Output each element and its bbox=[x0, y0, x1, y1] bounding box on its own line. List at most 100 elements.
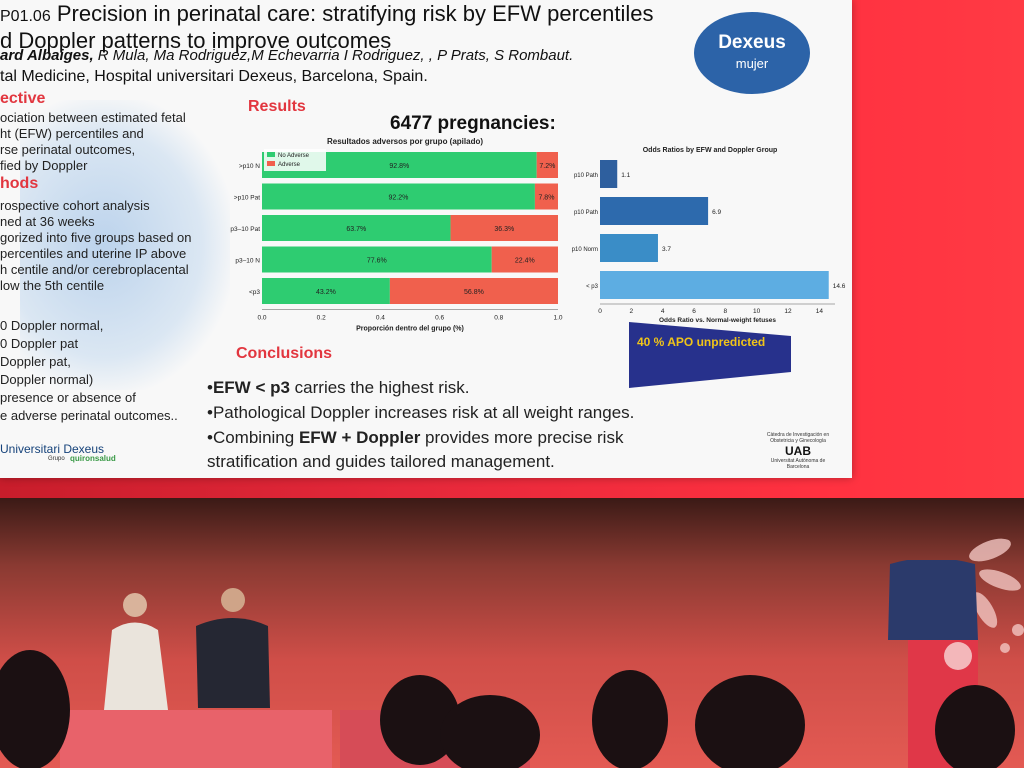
dexeus-logo: Dexeus mujer bbox=[694, 12, 810, 94]
chart2-data-label: 3.7 bbox=[662, 246, 671, 253]
objective-line: ociation between estimated fetal bbox=[0, 110, 186, 125]
conclusion-4: stratification and guides tailored manag… bbox=[207, 452, 555, 471]
chart1-legend-box bbox=[264, 149, 326, 171]
chart1-tick-label: 1.0 bbox=[553, 315, 562, 322]
chart1-bar-adverse bbox=[536, 152, 558, 178]
footer-group: Grupo bbox=[48, 456, 65, 462]
chart2-bar bbox=[600, 197, 709, 225]
chart2-tick-label: 6 bbox=[692, 308, 696, 315]
chart1-tick-label: 0.6 bbox=[435, 315, 444, 322]
chart1-category-label: >p10 Pat bbox=[234, 195, 260, 202]
uab-top-text: Càtedra de Investigación en Obstetricia … bbox=[766, 432, 830, 444]
conclusion-3-bold: EFW + Doppler bbox=[298, 428, 421, 447]
lead-author: ard Albaiges, bbox=[0, 47, 94, 64]
chart1-bar-no-adverse bbox=[262, 183, 535, 210]
audience-and-stage bbox=[0, 560, 1015, 768]
title-line-1: Precision in perinatal care: stratifying… bbox=[56, 1, 654, 26]
flower-pattern bbox=[969, 538, 1024, 653]
conclusion-2-text: Pathological Doppler increases risk at a… bbox=[212, 403, 635, 422]
title-line-2: d Doppler patterns to improve outcomes bbox=[0, 28, 392, 53]
chart2-tick-label: 2 bbox=[630, 308, 634, 315]
chart1-bar-no-adverse bbox=[262, 215, 451, 241]
methods-line: ned at 36 weeks bbox=[0, 214, 95, 229]
odds-ratio-chart: Odds Ratios by EFW and Doppler Group 1.1 p… bbox=[572, 147, 846, 324]
group-line: 0 Doppler pat bbox=[0, 336, 79, 351]
methods-line: h centile and/or cerebroplacental bbox=[0, 262, 189, 277]
authors: ard Albaiges, R Mula, Ma Rodriguez,M Ech… bbox=[0, 47, 573, 64]
chart2-bar bbox=[600, 234, 658, 262]
conclusion-1-text: carries the highest risk. bbox=[289, 378, 470, 397]
chart1-data-label: 7.2% bbox=[539, 163, 555, 170]
chart1-bar-no-adverse bbox=[262, 246, 492, 273]
conclusion-2: •Pathological Doppler increases risk at … bbox=[207, 403, 635, 422]
chart1-x-label: Proporción dentro del grupo (%) bbox=[356, 326, 464, 333]
chart2-tick-label: 0 bbox=[598, 308, 602, 315]
chart2-data-label: 1.1 bbox=[621, 172, 630, 179]
chart2-tick-label: 4 bbox=[661, 308, 665, 315]
chart1-bar-adverse bbox=[491, 246, 558, 273]
chart1-bar-adverse bbox=[450, 215, 558, 241]
apo-banner-text: 40 % APO unpredicted bbox=[637, 335, 765, 349]
chart1-category-label: p3–10 N bbox=[235, 258, 260, 265]
audience-heads bbox=[0, 650, 1015, 768]
moderator-woman bbox=[104, 593, 168, 710]
objective-line: rse perinatal outcomes, bbox=[0, 142, 136, 157]
chart1-data-label: 36.3% bbox=[494, 226, 514, 233]
group-line: e adverse perinatal outcomes.. bbox=[0, 408, 178, 423]
chart2-title: Odds Ratios by EFW and Doppler Group bbox=[643, 147, 778, 154]
methods-line: rospective cohort analysis bbox=[0, 198, 150, 213]
chart1-data-label: 7.8% bbox=[538, 195, 554, 202]
moderator-man bbox=[196, 588, 270, 708]
objective-line: fied by Doppler bbox=[0, 158, 88, 173]
objective-line: ht (EFW) percentiles and bbox=[0, 126, 144, 141]
chart1-legend-label: No Adverse bbox=[278, 153, 310, 159]
chart2-category-label: p10 Path bbox=[574, 210, 598, 216]
chart2-category-label: < p3 bbox=[586, 284, 599, 290]
uab-mark: UAB bbox=[785, 444, 811, 458]
chart1-data-label: 56.8% bbox=[464, 289, 484, 296]
chart2-data-label: 6.9 bbox=[712, 209, 721, 216]
group-line: presence or absence of bbox=[0, 390, 136, 405]
chart2-category-label: p10 Norm bbox=[572, 247, 598, 253]
chart1-legend-swatch bbox=[267, 161, 275, 166]
apo-banner: 40 % APO unpredicted bbox=[629, 322, 791, 388]
chart1-bar-adverse bbox=[389, 278, 558, 304]
uab-bottom-text: Universitat Autònoma de Barcelona bbox=[770, 458, 826, 470]
chart1-data-label: 92.2% bbox=[389, 195, 409, 202]
chart2-bar bbox=[600, 271, 829, 299]
conclusion-1: •EFW < p3 carries the highest risk. bbox=[207, 378, 470, 397]
footer-org: Universitari Dexeus bbox=[0, 442, 105, 456]
stage-front-left bbox=[60, 710, 332, 768]
projection-screen: P01.06 Precision in perinatal care: stra… bbox=[0, 0, 852, 478]
podium-emblem bbox=[944, 642, 972, 670]
chart1-title: Resultados adversos por grupo (apilado) bbox=[327, 137, 483, 146]
conclusion-1-bold: EFW < p3 bbox=[212, 378, 290, 397]
speaker-man bbox=[888, 560, 978, 640]
chart2-tick-label: 10 bbox=[753, 308, 761, 315]
conclusion-3-pre: Combining bbox=[212, 428, 299, 447]
group-line: Doppler pat, bbox=[0, 354, 71, 369]
chart1-data-label: 77.6% bbox=[367, 258, 387, 265]
logo-name: Dexeus bbox=[718, 32, 786, 53]
chart2-tick-label: 8 bbox=[724, 308, 728, 315]
chart1-category-label: p3–10 Pat bbox=[230, 226, 260, 233]
chart1-tick-label: 0.8 bbox=[494, 315, 503, 322]
chart1-legend-swatch bbox=[267, 152, 275, 157]
slide-title: P01.06 Precision in perinatal care: stra… bbox=[0, 2, 654, 53]
conclusions-heading: Conclusions bbox=[236, 345, 333, 362]
conclusion-3: •Combining EFW + Doppler provides more p… bbox=[207, 428, 624, 447]
chart2-data-label: 14.6 bbox=[833, 283, 846, 290]
group-line: 0 Doppler normal, bbox=[0, 318, 104, 333]
chart1-category-label: >p10 N bbox=[239, 163, 260, 170]
chart1-data-label: 43.2% bbox=[316, 289, 336, 296]
chart1-category-label: <p3 bbox=[249, 289, 260, 296]
conclusion-3-text: provides more precise risk bbox=[420, 428, 624, 447]
chart1-tick-label: 0.4 bbox=[376, 315, 385, 322]
methods-line: gorized into five groups based on bbox=[0, 230, 192, 245]
poster-code: P01.06 bbox=[0, 8, 51, 25]
footer-brand: quironsalud bbox=[70, 454, 116, 463]
chart2-category-label: p10 Path bbox=[574, 173, 598, 179]
pregnancies-count: 6477 pregnancies: bbox=[390, 113, 556, 134]
chart2-bar bbox=[600, 160, 618, 188]
chart2-tick-label: 14 bbox=[816, 308, 824, 315]
